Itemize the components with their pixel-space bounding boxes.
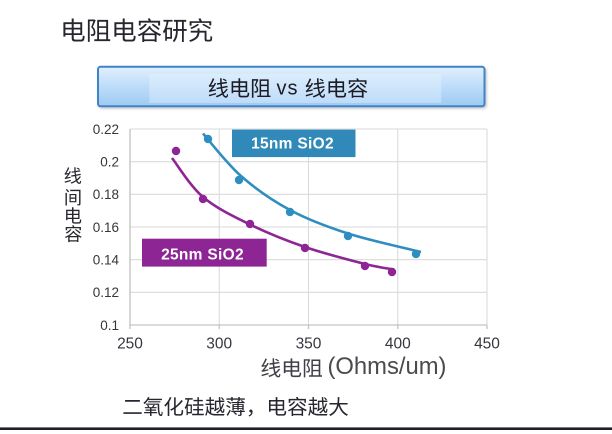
- svg-text:450: 450: [474, 336, 500, 353]
- svg-text:0.22: 0.22: [93, 122, 119, 137]
- svg-text:vs: vs: [277, 78, 299, 100]
- svg-text:350: 350: [296, 336, 322, 353]
- svg-text:400: 400: [385, 336, 411, 353]
- svg-text:(Ohms/um): (Ohms/um): [328, 353, 447, 380]
- svg-text:0.18: 0.18: [93, 187, 119, 202]
- svg-text:0.2: 0.2: [100, 155, 119, 170]
- svg-text:0.1: 0.1: [100, 318, 119, 333]
- svg-text:0.14: 0.14: [93, 253, 120, 268]
- svg-text:300: 300: [206, 336, 232, 353]
- svg-text:0.16: 0.16: [93, 220, 119, 235]
- svg-text:250: 250: [117, 336, 143, 353]
- svg-text:15nm SiO2: 15nm SiO2: [251, 136, 334, 153]
- svg-text:25nm SiO2: 25nm SiO2: [161, 247, 244, 264]
- svg-text:0.12: 0.12: [93, 285, 119, 300]
